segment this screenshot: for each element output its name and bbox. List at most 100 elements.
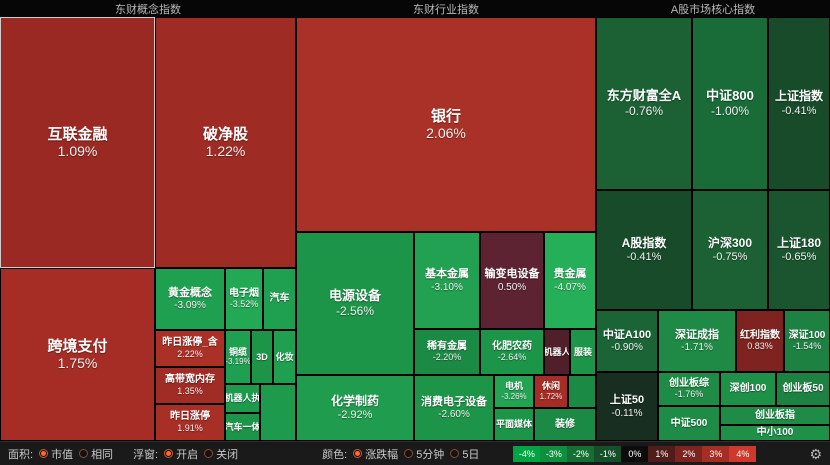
tile[interactable]: 电子烟 -3.52% (225, 268, 263, 330)
tile[interactable]: 上证180 -0.65% (768, 190, 830, 310)
tile-label: 昨日涨停 (170, 411, 210, 423)
tile-label: 化肥农药 (492, 340, 532, 352)
tile[interactable]: 休闲 1.72% (534, 375, 568, 408)
tile[interactable]: 汽车一体 (225, 413, 260, 441)
tile[interactable]: 银行 2.06% (296, 17, 596, 232)
tile[interactable]: 稀有金属 -2.20% (414, 329, 480, 375)
tile[interactable]: 红利指数 0.83% (736, 310, 784, 372)
radio-icon (204, 449, 214, 458)
tile-value: -4.07% (554, 281, 586, 293)
tile-label: 机器人 (544, 346, 570, 357)
tile-value: -0.76% (624, 103, 664, 118)
settings-gear-icon[interactable]: ⚙ (809, 445, 822, 462)
tile[interactable]: 3D (251, 330, 273, 384)
tile[interactable]: 中证A100 -0.90% (596, 310, 658, 372)
tile-value: -3.26% (501, 391, 527, 401)
tile[interactable]: 贵金属 -4.07% (544, 232, 596, 329)
tile[interactable]: 中证500 (658, 406, 720, 441)
tile-value: -0.75% (712, 251, 748, 264)
tile-label: 创业板指 (755, 409, 795, 421)
tile-label: 装修 (555, 418, 575, 430)
tile-label: 深创100 (729, 383, 767, 395)
tile[interactable]: 沪深300 -0.75% (692, 190, 768, 310)
tile-label: 3D (256, 351, 268, 362)
tile[interactable]: 东方财富全A -0.76% (596, 17, 692, 190)
tile[interactable]: 消费电子设备 -2.60% (414, 375, 494, 441)
legend-swatch: 0% (621, 445, 649, 462)
tile-label: 东方财富全A (606, 87, 682, 103)
tile[interactable]: 跨境支付 1.75% (0, 268, 155, 441)
tile[interactable]: 黄金概念 -3.09% (155, 268, 225, 330)
tile[interactable]: 汽车 (263, 268, 296, 330)
tile[interactable]: 中小100 (720, 425, 830, 441)
tile-label: 化妆 (275, 351, 294, 362)
tile[interactable]: 深创100 (720, 372, 776, 406)
radio-option[interactable]: 5分钟 (404, 446, 444, 462)
tile-label: 创业板50 (782, 383, 824, 395)
radio-option[interactable]: 关闭 (204, 446, 238, 462)
tile[interactable]: 深证100 -1.54% (784, 310, 830, 372)
tile[interactable]: 深证成指 -1.71% (658, 310, 736, 372)
tile[interactable]: 昨日涨停 1.91% (155, 404, 225, 441)
tile-value: 1.91% (177, 422, 203, 433)
tile-value: -2.64% (497, 352, 527, 363)
tile[interactable]: 装修 (534, 408, 596, 441)
legend-swatch: 2% (675, 445, 703, 462)
toolbar-group-label: 颜色: (322, 448, 348, 461)
tile[interactable]: 昨日涨停_含 2.22% (155, 330, 225, 367)
tile[interactable] (568, 375, 596, 408)
radio-option-label: 5分钟 (416, 448, 445, 461)
tile[interactable]: 铜缆 -3.19% (225, 330, 251, 384)
tile-label: 中证500 (670, 417, 708, 429)
header-industry-index: 东财行业指数 (413, 3, 479, 16)
tile-value: 2.22% (177, 348, 203, 359)
tile[interactable]: 化妆 (273, 330, 296, 384)
tile-label: 汽车一体 (225, 421, 260, 432)
tile-label: 汽车 (269, 293, 290, 305)
radio-icon (404, 449, 414, 458)
tile[interactable]: A股指数 -0.41% (596, 190, 692, 310)
tile[interactable]: 平面媒体 (494, 408, 534, 441)
tile-label: 电源设备 (328, 287, 381, 303)
tile[interactable]: 化肥农药 -2.64% (480, 329, 544, 375)
tile[interactable]: 高带宽内存 1.35% (155, 367, 225, 404)
toolbar-group: 浮窗: 开启 关闭 (133, 446, 238, 462)
tile[interactable]: 创业板指 (720, 406, 830, 425)
radio-icon (353, 449, 363, 458)
radio-option[interactable]: 相同 (79, 446, 113, 462)
tile-label: 昨日涨停_含 (162, 337, 218, 349)
tile[interactable]: 破净股 1.22% (155, 17, 296, 268)
tile[interactable]: 基本金属 -3.10% (414, 232, 480, 329)
tile[interactable]: 上证50 -0.11% (596, 372, 658, 441)
tile[interactable]: 创业板50 (776, 372, 830, 406)
radio-option-label: 关闭 (216, 448, 239, 461)
tile-label: 化学制药 (330, 393, 379, 408)
tile-value: -2.60% (438, 409, 470, 421)
tile-label: 机器人执 (225, 393, 260, 404)
tile[interactable]: 创业板综 -1.76% (658, 372, 720, 406)
toolbar-group: 颜色: 涨跌幅 5分钟 5日 (322, 446, 479, 462)
radio-option[interactable]: 市值 (39, 446, 73, 462)
tile[interactable]: 中证800 -1.00% (692, 17, 768, 190)
tile[interactable]: 化学制药 -2.92% (296, 375, 414, 441)
tile-label: 铜缆 (228, 346, 247, 357)
tile-label: 平面媒体 (495, 419, 532, 430)
tile-value: -3.09% (174, 300, 206, 312)
radio-option[interactable]: 5日 (450, 446, 479, 462)
legend-swatch: -3% (540, 445, 568, 462)
tile[interactable]: 服装 (570, 329, 596, 375)
tile-label: 跨境支付 (47, 337, 108, 355)
tile[interactable]: 输变电设备 0.50% (480, 232, 544, 329)
radio-option[interactable]: 开启 (164, 446, 198, 462)
tile-label: 深证100 (788, 329, 826, 341)
tile[interactable]: 上证指数 -0.41% (768, 17, 830, 190)
tile[interactable]: 电源设备 -2.56% (296, 232, 414, 375)
tile[interactable] (260, 384, 296, 441)
tile-label: 高带宽内存 (165, 374, 215, 386)
radio-option[interactable]: 涨跌幅 (353, 446, 398, 462)
tile[interactable]: 机器人 (544, 329, 570, 375)
tile[interactable]: 机器人执 (225, 384, 260, 413)
tile[interactable]: 电机 -3.26% (494, 375, 534, 408)
tile[interactable]: 互联金融 1.09% (0, 17, 155, 268)
